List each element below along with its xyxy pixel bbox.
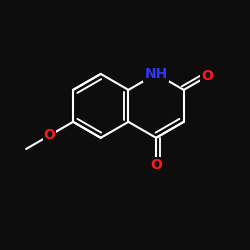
Text: O: O (150, 158, 162, 172)
Text: O: O (201, 69, 213, 83)
Text: NH: NH (144, 67, 168, 81)
Text: O: O (44, 128, 56, 142)
